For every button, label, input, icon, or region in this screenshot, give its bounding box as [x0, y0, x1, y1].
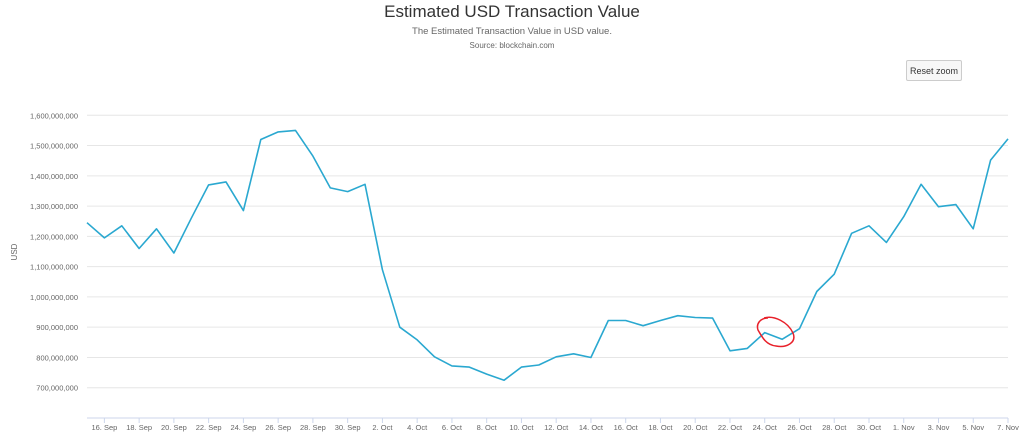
series-group	[86, 129, 1009, 382]
x-tick-label: 18. Sep	[126, 423, 152, 432]
y-tick-label: 1,300,000,000	[30, 202, 78, 211]
chart-source: Source: blockchain.com	[470, 41, 555, 50]
x-tick-label: 20. Sep	[161, 423, 187, 432]
x-tick-label: 3. Nov	[928, 423, 950, 432]
y-tick-label: 1,200,000,000	[30, 232, 78, 241]
y-axis-ticks: 700,000,000 800,000,000 900,000,000 1,000,0…	[30, 111, 78, 392]
x-tick-label: 8. Oct	[477, 423, 498, 432]
x-tick-label: 28. Sep	[300, 423, 326, 432]
reset-zoom-button[interactable]: Reset zoom	[906, 60, 962, 81]
x-tick-label: 22. Sep	[196, 423, 222, 432]
x-axis: 16. Sep 18. Sep 20. Sep 22. Sep 24. Sep 26. S…	[87, 417, 1019, 432]
x-tick-label: 5. Nov	[962, 423, 984, 432]
y-tick-label: 1,400,000,000	[30, 172, 78, 181]
annotation-circle	[756, 316, 795, 348]
x-tick-label: 26. Sep	[265, 423, 291, 432]
y-tick-label: 1,000,000,000	[30, 293, 78, 302]
x-tick-label: 6. Oct	[442, 423, 463, 432]
x-tick-label: 24. Sep	[230, 423, 256, 432]
y-axis-title: USD	[10, 243, 19, 260]
chart-title: Estimated USD Transaction Value	[384, 2, 640, 21]
x-tick-label: 2. Oct	[372, 423, 393, 432]
x-tick-label: 26. Oct	[787, 423, 812, 432]
series-line	[86, 129, 1009, 382]
y-tick-label: 1,600,000,000	[30, 111, 78, 120]
y-tick-label: 900,000,000	[36, 323, 78, 332]
x-tick-label: 10. Oct	[509, 423, 534, 432]
x-tick-label: 22. Oct	[718, 423, 743, 432]
x-tick-label: 7. Nov	[997, 423, 1019, 432]
x-tick-label: 16. Oct	[614, 423, 639, 432]
y-tick-label: 800,000,000	[36, 353, 78, 362]
x-tick-label: 30. Sep	[335, 423, 361, 432]
x-tick-label: 18. Oct	[648, 423, 673, 432]
x-tick-label: 14. Oct	[579, 423, 604, 432]
y-tick-label: 700,000,000	[36, 384, 78, 393]
y-tick-label: 1,100,000,000	[30, 263, 78, 272]
x-tick-label: 28. Oct	[822, 423, 847, 432]
y-tick-label: 1,500,000,000	[30, 142, 78, 151]
x-tick-label: 1. Nov	[893, 423, 915, 432]
x-tick-label: 4. Oct	[407, 423, 428, 432]
x-tick-label: 16. Sep	[91, 423, 117, 432]
chart-subtitle: The Estimated Transaction Value in USD v…	[412, 26, 612, 37]
x-tick-label: 12. Oct	[544, 423, 569, 432]
gridlines	[87, 114, 1008, 389]
x-tick-label: 20. Oct	[683, 423, 708, 432]
x-tick-label: 30. Oct	[857, 423, 882, 432]
x-tick-label: 24. Oct	[753, 423, 778, 432]
